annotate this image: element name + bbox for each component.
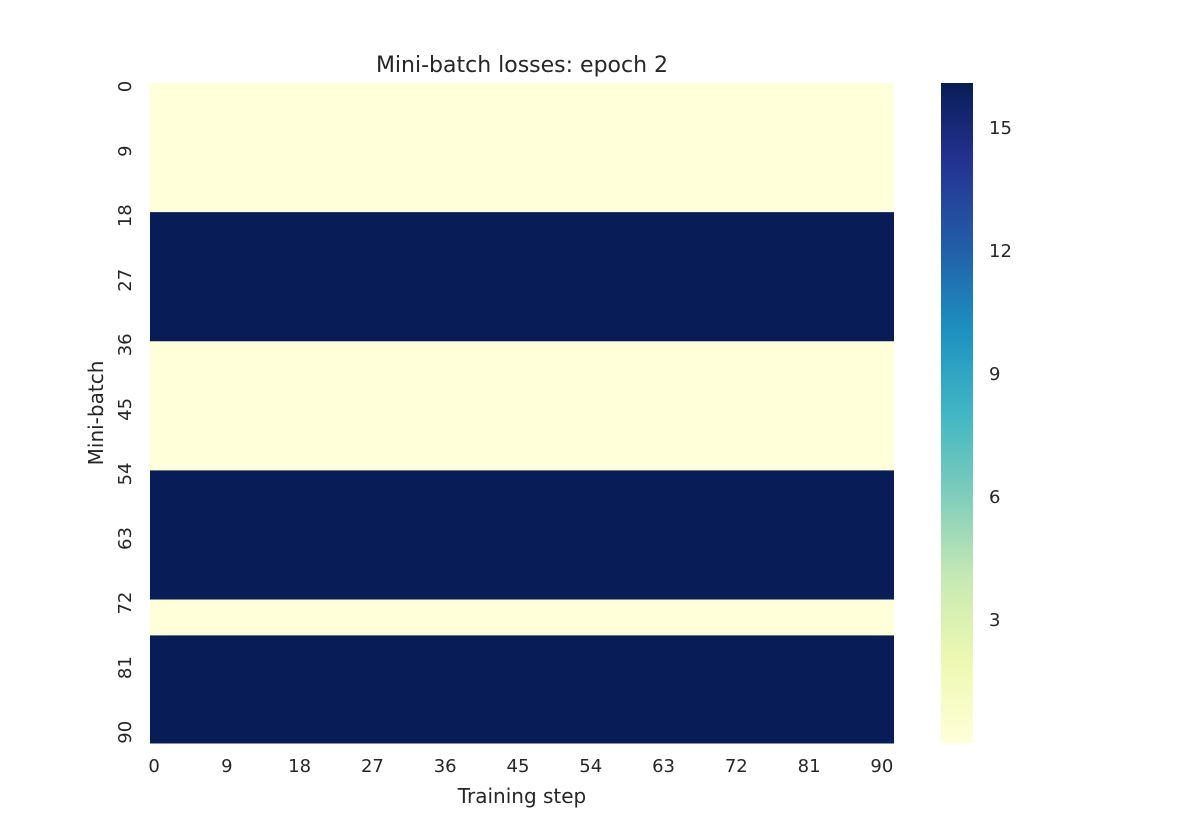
x-tick-label: 45 [507, 756, 530, 777]
y-tick-label: 81 [115, 656, 136, 679]
heatmap-band-3 [150, 470, 894, 601]
x-tick-label: 54 [579, 756, 602, 777]
y-tick-label: 63 [115, 527, 136, 550]
x-tick-label: 9 [221, 756, 232, 777]
colorbar-tick-label: 12 [989, 241, 1012, 262]
y-tick-label: 36 [115, 333, 136, 356]
y-tick-label: 0 [115, 81, 136, 92]
x-tick-label: 0 [148, 756, 159, 777]
y-tick-label: 45 [115, 398, 136, 421]
x-tick-label: 72 [725, 756, 748, 777]
heatmap-band-1 [150, 212, 894, 342]
x-tick-label: 81 [798, 756, 821, 777]
colorbar [941, 83, 973, 743]
y-tick-label: 54 [115, 463, 136, 486]
chart-title: Mini-batch losses: epoch 2 [376, 53, 668, 78]
y-tick-label: 72 [115, 592, 136, 615]
heatmap-bands [150, 83, 894, 744]
y-tick-label: 18 [115, 204, 136, 227]
x-tick-label: 27 [361, 756, 384, 777]
x-tick-label: 18 [288, 756, 311, 777]
y-tick-label: 90 [115, 721, 136, 744]
x-tick-label: 63 [652, 756, 675, 777]
y-tick-label: 9 [115, 145, 136, 156]
colorbar-tick-label: 3 [989, 610, 1000, 631]
x-axis-label: Training step [457, 784, 587, 808]
heatmap-band-4 [150, 599, 894, 636]
y-axis-ticks: 0 9 18 27 36 45 54 63 72 81 90 [115, 81, 136, 744]
y-tick-label: 27 [115, 269, 136, 292]
x-tick-label: 90 [870, 756, 893, 777]
x-axis-ticks: 0 9 18 27 36 45 54 63 72 81 90 [148, 756, 893, 777]
colorbar-tick-label: 9 [989, 364, 1000, 385]
colorbar-tick-label: 6 [989, 487, 1000, 508]
colorbar-ticks: 3 6 9 12 15 [989, 118, 1012, 631]
y-axis-label: Mini-batch [84, 361, 108, 466]
heatmap-band-2 [150, 341, 894, 471]
colorbar-tick-label: 15 [989, 118, 1012, 139]
heatmap-band-0 [150, 83, 894, 213]
x-tick-label: 36 [434, 756, 457, 777]
heatmap-band-5 [150, 635, 894, 744]
